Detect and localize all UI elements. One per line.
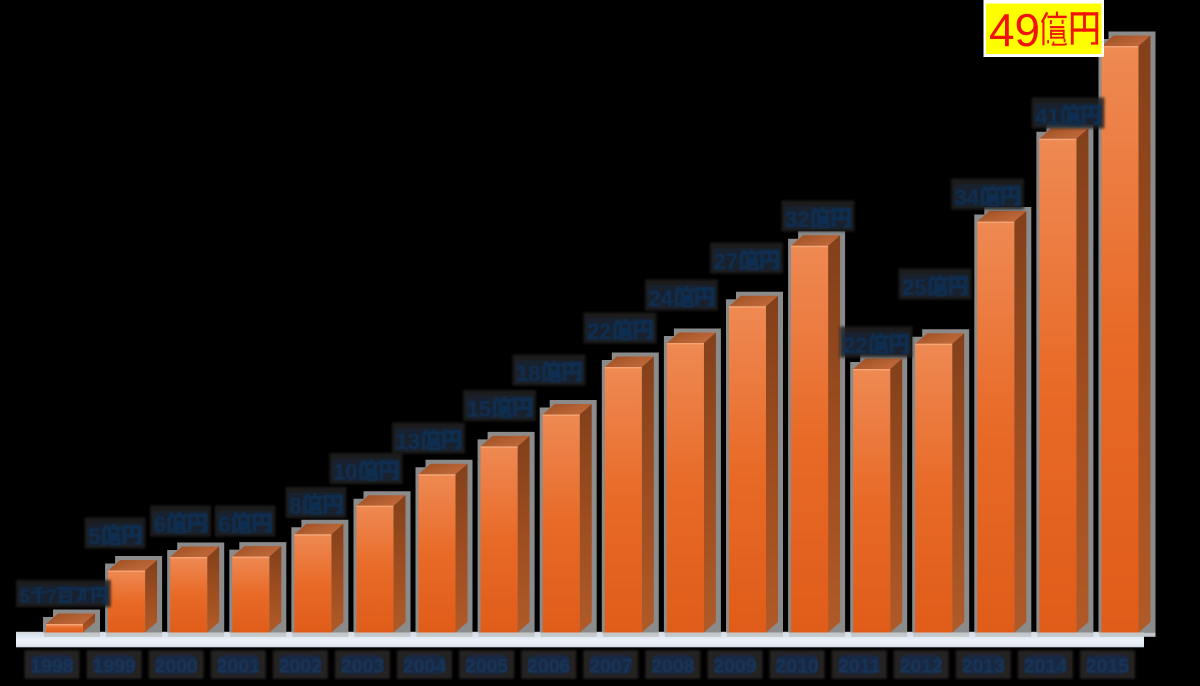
svg-text:1: 1 — [333, 460, 345, 485]
svg-text:5: 5 — [479, 397, 491, 422]
svg-text:2013: 2013 — [962, 656, 1006, 678]
svg-text:1: 1 — [1047, 104, 1059, 129]
svg-text:2006: 2006 — [527, 656, 571, 678]
svg-text:1: 1 — [467, 397, 479, 422]
svg-text:2: 2 — [855, 333, 867, 358]
svg-text:8: 8 — [289, 494, 301, 519]
svg-text:2: 2 — [714, 249, 726, 274]
svg-text:2008: 2008 — [651, 656, 695, 678]
svg-text:3: 3 — [955, 185, 967, 210]
svg-text:2: 2 — [843, 333, 855, 358]
svg-text:2: 2 — [649, 286, 661, 311]
svg-text:2011: 2011 — [838, 656, 880, 678]
svg-text:1998: 1998 — [30, 656, 74, 678]
svg-text:1999: 1999 — [92, 656, 136, 678]
svg-text:2014: 2014 — [1024, 656, 1068, 678]
svg-text:2015: 2015 — [1086, 656, 1130, 678]
svg-text:2000: 2000 — [155, 656, 199, 678]
svg-text:2010: 2010 — [775, 656, 819, 678]
svg-text:5: 5 — [88, 524, 100, 549]
svg-text:1: 1 — [396, 429, 408, 454]
svg-text:2: 2 — [902, 275, 914, 300]
svg-text:5: 5 — [20, 587, 30, 607]
svg-text:2002: 2002 — [279, 656, 323, 678]
svg-text:2004: 2004 — [403, 656, 447, 678]
svg-text:2001: 2001 — [217, 656, 261, 678]
svg-text:6: 6 — [218, 512, 230, 537]
svg-text:0: 0 — [345, 460, 357, 485]
svg-text:4: 4 — [967, 185, 980, 210]
svg-text:2003: 2003 — [341, 656, 385, 678]
svg-text:7: 7 — [726, 249, 738, 274]
svg-text:5: 5 — [914, 275, 926, 300]
svg-text:4: 4 — [989, 4, 1015, 56]
svg-text:1: 1 — [516, 361, 528, 386]
svg-text:2005: 2005 — [465, 656, 509, 678]
svg-text:4: 4 — [661, 286, 674, 311]
svg-text:6: 6 — [154, 512, 166, 537]
svg-text:3: 3 — [408, 429, 420, 454]
svg-text:8: 8 — [528, 361, 540, 386]
svg-text:2: 2 — [587, 319, 599, 344]
svg-text:9: 9 — [1015, 4, 1041, 56]
svg-text:2007: 2007 — [589, 656, 632, 678]
svg-text:7: 7 — [47, 587, 57, 607]
svg-text:2009: 2009 — [713, 656, 757, 678]
svg-text:2: 2 — [599, 319, 611, 344]
svg-text:4: 4 — [1035, 104, 1048, 129]
svg-text:2012: 2012 — [900, 656, 944, 678]
svg-text:3: 3 — [785, 207, 797, 232]
svg-text:2: 2 — [797, 207, 809, 232]
